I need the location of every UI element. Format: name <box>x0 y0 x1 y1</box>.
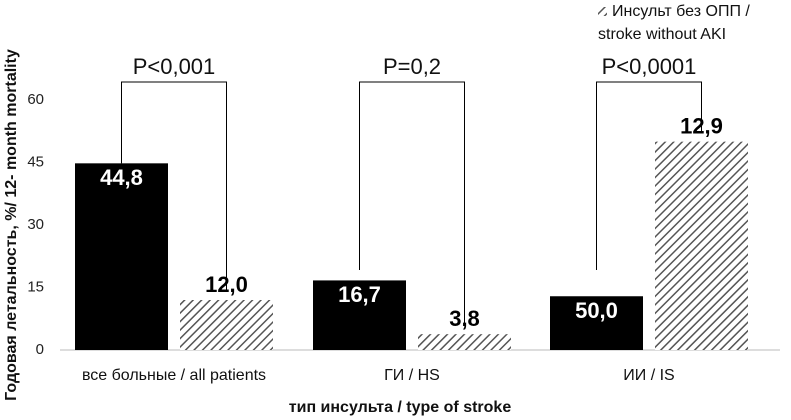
y-tick-label: 0 <box>36 341 44 358</box>
bar <box>180 300 273 350</box>
y-tick-label: 30 <box>27 216 44 233</box>
bar-label: 44,8 <box>100 165 143 190</box>
x-tick-label: все больные / all patients <box>82 367 266 384</box>
significance-bracket <box>359 81 465 325</box>
x-tick-label: ИИ / IS <box>623 367 674 384</box>
x-tick-label: ГИ / HS <box>384 367 440 384</box>
legend-label: Инсульт без ОПП / stroke without AKI <box>598 3 750 43</box>
y-tick-label: 15 <box>27 278 44 295</box>
y-tick-label: 60 <box>27 91 44 108</box>
legend-entry: Инсульт без ОПП / stroke without AKI <box>598 3 750 43</box>
bar <box>75 163 168 350</box>
p-value: P<0,001 <box>133 54 216 79</box>
significance-bracket <box>121 81 227 290</box>
significance-bracket <box>596 81 702 270</box>
bar-label: 50,0 <box>575 298 618 323</box>
y-axis-title: Годовая летальность, %/ 12- month mortal… <box>3 49 20 401</box>
p-value: P<0,0001 <box>602 54 697 79</box>
legend-swatch <box>598 7 607 16</box>
bar <box>655 141 748 350</box>
bar <box>313 280 406 350</box>
bar <box>418 334 511 350</box>
bar-label: 16,7 <box>338 282 381 307</box>
y-tick-label: 45 <box>27 153 44 170</box>
x-axis-title: тип инсульта / type of stroke <box>289 399 512 416</box>
bar <box>550 296 643 350</box>
p-value: P=0,2 <box>383 54 441 79</box>
